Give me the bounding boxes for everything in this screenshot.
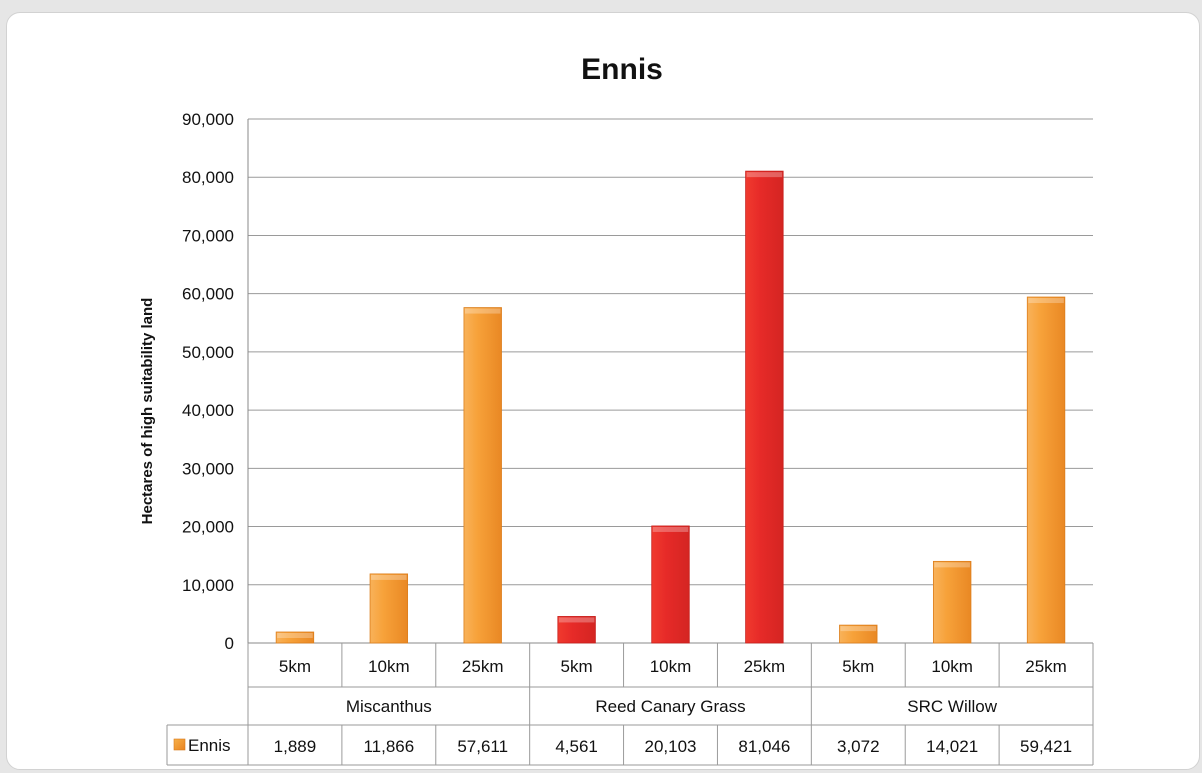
legend-key bbox=[173, 738, 186, 751]
x-tick-label: 25km bbox=[744, 657, 786, 676]
data-table-value: 3,072 bbox=[837, 737, 880, 756]
data-table-value: 81,046 bbox=[738, 737, 790, 756]
y-tick-label: 30,000 bbox=[182, 459, 234, 478]
bar bbox=[275, 631, 315, 644]
y-tick-label: 40,000 bbox=[182, 401, 234, 420]
y-tick-label: 10,000 bbox=[182, 576, 234, 595]
bar-highlight bbox=[277, 633, 313, 639]
data-table-value: 14,021 bbox=[926, 737, 978, 756]
x-tick-label: 5km bbox=[279, 657, 311, 676]
data-table: 5km 1,889 10km 11,866 25km 57,611 5km 4,561 10km… bbox=[166, 643, 1094, 766]
bar bbox=[932, 560, 972, 644]
chart-svg: Ennis Hectares of high suitability land … bbox=[139, 53, 1094, 766]
legend-series-name: Ennis bbox=[188, 736, 231, 755]
bar-highlight bbox=[464, 308, 501, 314]
group-label: Miscanthus bbox=[346, 697, 432, 716]
bars bbox=[275, 170, 1066, 644]
data-table-value: 11,866 bbox=[363, 737, 414, 756]
y-tick-label: 80,000 bbox=[182, 168, 234, 187]
y-tick-label: 70,000 bbox=[182, 226, 234, 245]
chart-title: Ennis bbox=[581, 53, 663, 86]
bar-highlight bbox=[558, 617, 595, 623]
data-table-value: 1,889 bbox=[274, 737, 317, 756]
y-tick-label: 0 bbox=[225, 634, 234, 653]
bar bbox=[557, 616, 596, 644]
data-table-value: 4,561 bbox=[555, 737, 598, 756]
x-tick-label: 10km bbox=[931, 657, 973, 676]
x-tick-label: 5km bbox=[842, 657, 874, 676]
x-tick-label: 25km bbox=[462, 657, 504, 676]
bar-highlight bbox=[840, 626, 877, 632]
bar bbox=[745, 170, 784, 644]
y-tick-label: 90,000 bbox=[182, 110, 234, 129]
data-table-value: 20,103 bbox=[645, 737, 697, 756]
data-table-value: 57,611 bbox=[457, 737, 508, 756]
x-tick-label: 10km bbox=[650, 657, 692, 676]
bar bbox=[463, 307, 502, 644]
y-tick-label: 50,000 bbox=[182, 343, 234, 362]
group-label: SRC Willow bbox=[907, 697, 997, 716]
y-tick-label: 60,000 bbox=[182, 285, 234, 304]
bar-highlight bbox=[652, 526, 689, 532]
bar bbox=[369, 573, 409, 644]
bar-highlight bbox=[1028, 298, 1064, 304]
x-tick-label: 5km bbox=[561, 657, 593, 676]
chart-frame: Ennis Hectares of high suitability land … bbox=[6, 12, 1200, 770]
bar-highlight bbox=[934, 562, 970, 568]
x-tick-label: 25km bbox=[1025, 657, 1067, 676]
bar bbox=[839, 624, 878, 644]
group-label: Reed Canary Grass bbox=[595, 697, 745, 716]
y-axis-label: Hectares of high suitability land bbox=[139, 298, 156, 525]
bar bbox=[651, 525, 690, 644]
y-axis-ticks: 0 10,000 20,000 30,000 40,000 50,000 60,000 70,… bbox=[182, 110, 234, 653]
bar bbox=[1026, 296, 1066, 644]
bar-highlight bbox=[371, 574, 407, 580]
data-table-value: 59,421 bbox=[1020, 737, 1072, 756]
bar-highlight bbox=[746, 172, 783, 178]
y-tick-label: 20,000 bbox=[182, 518, 234, 537]
x-tick-label: 10km bbox=[368, 657, 410, 676]
